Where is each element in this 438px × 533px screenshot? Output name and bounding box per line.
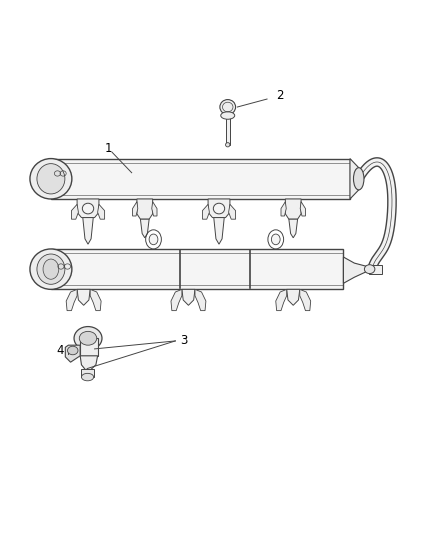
Polygon shape — [77, 289, 90, 305]
Polygon shape — [66, 289, 77, 311]
Ellipse shape — [82, 203, 94, 214]
Bar — [81, 369, 94, 377]
Ellipse shape — [353, 168, 364, 190]
Polygon shape — [300, 289, 311, 311]
Polygon shape — [281, 201, 286, 216]
Bar — [226, 116, 230, 145]
Polygon shape — [195, 289, 206, 311]
Ellipse shape — [81, 373, 94, 381]
Bar — [51, 159, 350, 199]
Text: 3: 3 — [180, 334, 187, 346]
Ellipse shape — [37, 164, 65, 194]
Ellipse shape — [37, 254, 65, 284]
Ellipse shape — [74, 327, 102, 350]
Polygon shape — [286, 199, 301, 219]
Text: 2: 2 — [276, 89, 283, 102]
Polygon shape — [137, 199, 152, 219]
Text: 4: 4 — [57, 344, 64, 357]
Polygon shape — [276, 289, 287, 311]
Polygon shape — [65, 345, 80, 362]
Polygon shape — [182, 289, 195, 305]
Polygon shape — [171, 289, 182, 311]
Ellipse shape — [220, 100, 236, 115]
Ellipse shape — [226, 143, 230, 147]
Ellipse shape — [364, 265, 375, 273]
Polygon shape — [77, 199, 99, 217]
Polygon shape — [141, 219, 149, 238]
Ellipse shape — [67, 346, 78, 355]
Polygon shape — [98, 204, 105, 219]
Polygon shape — [289, 219, 297, 238]
Polygon shape — [71, 204, 78, 219]
Ellipse shape — [213, 203, 225, 214]
Ellipse shape — [79, 332, 97, 345]
Polygon shape — [287, 289, 300, 305]
Ellipse shape — [272, 234, 280, 245]
Bar — [369, 265, 382, 273]
Polygon shape — [350, 159, 359, 199]
Bar — [51, 249, 343, 289]
Polygon shape — [202, 204, 209, 219]
Polygon shape — [214, 217, 224, 244]
Bar — [80, 338, 98, 356]
Text: 1: 1 — [105, 142, 112, 155]
Ellipse shape — [30, 249, 72, 289]
Ellipse shape — [149, 234, 158, 245]
Polygon shape — [80, 356, 98, 370]
Polygon shape — [229, 204, 236, 219]
Polygon shape — [208, 199, 230, 217]
Polygon shape — [152, 201, 157, 216]
Ellipse shape — [43, 259, 59, 279]
Polygon shape — [343, 257, 370, 284]
Ellipse shape — [221, 112, 235, 119]
Polygon shape — [300, 201, 305, 216]
Polygon shape — [90, 289, 101, 311]
Polygon shape — [83, 217, 93, 244]
Ellipse shape — [30, 159, 72, 199]
Polygon shape — [133, 201, 138, 216]
